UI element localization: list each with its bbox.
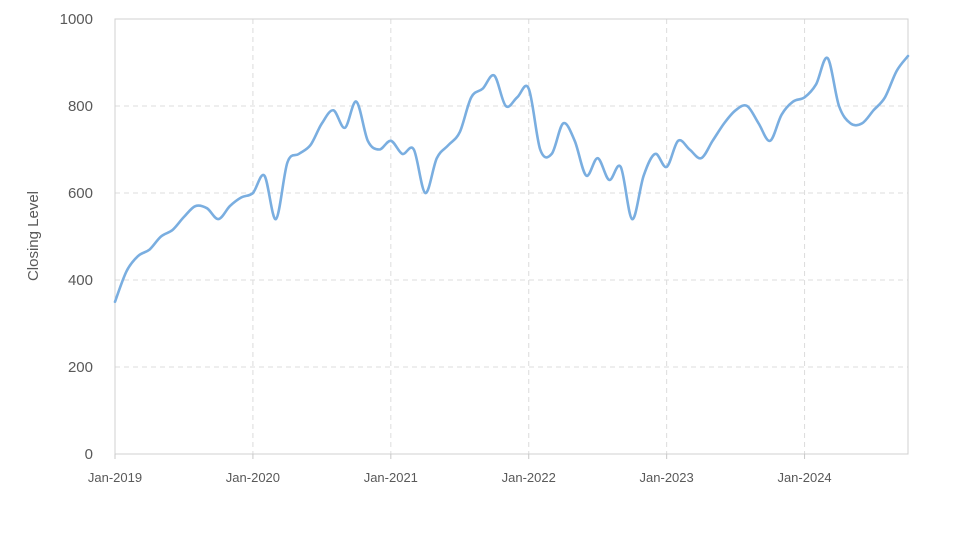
grid-lines — [115, 18, 908, 454]
y-axis: 0 200 400 600 800 1000 — [60, 11, 93, 463]
y-tick-label: 1000 — [60, 11, 93, 28]
plot-frame — [114, 18, 909, 455]
y-tick-label: 800 — [68, 98, 93, 115]
x-axis: Jan-2019 Jan-2020 Jan-2021 Jan-2022 Jan-2023… — [88, 454, 832, 485]
x-tick-label: Jan-2022 — [502, 470, 556, 485]
y-axis-title: Closing Level — [25, 191, 42, 281]
x-tick-label: Jan-2024 — [777, 470, 831, 485]
x-tick-label: Jan-2020 — [226, 470, 280, 485]
x-tick-label: Jan-2021 — [364, 470, 418, 485]
series-line — [113, 54, 910, 304]
y-tick-label: 600 — [68, 185, 93, 202]
x-tick-label: Jan-2019 — [88, 470, 142, 485]
x-tick-label: Jan-2023 — [640, 470, 694, 485]
y-tick-label: 0 — [85, 446, 93, 463]
y-tick-label: 200 — [68, 359, 93, 376]
y-tick-label: 400 — [68, 272, 93, 289]
